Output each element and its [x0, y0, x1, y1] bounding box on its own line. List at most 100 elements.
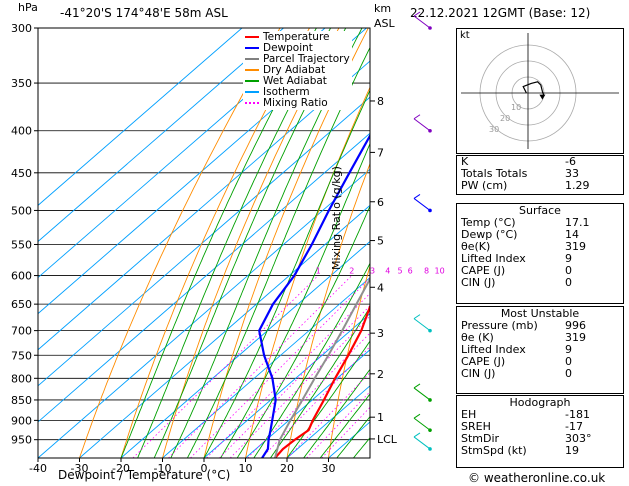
row-label: StmSpd (kt)	[461, 444, 527, 457]
hodograph-panel: kt 10 20 30	[456, 28, 624, 154]
wind-profile	[413, 11, 432, 451]
mixing-ratio-line	[287, 372, 370, 458]
legend-swatch	[245, 91, 259, 93]
pressure-tick-label: 300	[11, 22, 32, 35]
wind-barb	[413, 118, 431, 132]
row-value: -17	[565, 420, 583, 433]
row-value: 996	[565, 319, 586, 332]
legend-label: Dry Adiabat	[263, 64, 326, 76]
wind-barb-base	[428, 26, 432, 30]
wet-adiabat-line	[153, 28, 347, 458]
table-row: Temp (°C) 17.1	[457, 217, 623, 229]
row-label: Temp (°C)	[461, 216, 516, 229]
row-label: Lifted Index	[461, 343, 526, 356]
hpa-axis-unit: hPa	[18, 1, 38, 14]
isotherm-line	[38, 28, 326, 279]
wet-adiabat-line	[220, 142, 370, 458]
most-unstable-table: Pressure (mb) 996 θe (K) 319 Lifted Index 9 CA…	[457, 320, 623, 380]
row-label: SREH	[461, 420, 491, 433]
row-label: Dewp (°C)	[461, 228, 518, 241]
profile-lines	[258, 133, 370, 458]
storm-motion-marker	[539, 94, 546, 100]
table-row: θe(K) 319	[457, 241, 623, 253]
mixing-ratio-label: 2	[349, 267, 354, 276]
dry-adiabat-line	[162, 28, 340, 458]
height-tick-label: 3	[377, 327, 384, 340]
surface-title: Surface	[519, 204, 561, 217]
height-tick-label: 7	[377, 146, 384, 159]
wet-adiabat-line	[236, 204, 370, 458]
temperature-tick-label: 30	[322, 462, 336, 475]
pressure-tick-label: 800	[11, 372, 32, 385]
pressure-tick-label: 750	[11, 349, 32, 362]
height-tick-label: 5	[377, 235, 384, 248]
dry-adiabat-line	[203, 28, 369, 458]
isotherm-line	[38, 28, 243, 206]
legend-label: Isotherm	[263, 86, 310, 98]
pressure-tick-label: 900	[11, 414, 32, 427]
legend-label: Mixing Ratio	[263, 97, 328, 109]
wind-barb-base	[428, 447, 432, 451]
indices-box: K -6 Totals Totals 33 PW (cm) 1.29	[456, 155, 624, 195]
height-tick-label: LCL	[377, 433, 398, 446]
table-row: CIN (J) 0	[457, 368, 623, 380]
row-value: -6	[565, 155, 576, 168]
wet-adiabat-line	[286, 340, 370, 458]
isotherm-line	[286, 385, 370, 458]
wet-adiabat-line	[203, 89, 370, 458]
legend-swatch	[245, 36, 259, 38]
mixing-ratio-axis-title: Mixing Ratio (g/kg)	[330, 166, 343, 270]
isotherm-line	[162, 276, 370, 458]
dry-adiabat-line	[79, 28, 281, 458]
mixing-ratio-line	[190, 277, 370, 458]
isotherm-line	[38, 28, 284, 243]
mixing-ratio-line	[206, 292, 370, 458]
legend-item: Temperature	[245, 32, 350, 43]
temperature-tick-label: 10	[239, 462, 253, 475]
km-axis-unit: km	[374, 2, 392, 15]
wet-adiabat-line	[170, 28, 363, 458]
dry-adiabat-line	[120, 28, 310, 458]
pressure-tick-label: 700	[11, 325, 32, 338]
mixing-ratio-line	[219, 305, 370, 458]
wet-adiabat-line	[270, 306, 370, 458]
wind-barb	[413, 318, 431, 332]
isotherm-line	[79, 204, 370, 458]
row-value: 33	[565, 167, 579, 180]
table-row: CIN (J) 0	[457, 277, 623, 289]
row-value: 303°	[565, 432, 592, 445]
row-label: PW (cm)	[461, 179, 508, 192]
pressure-tick-label: 450	[11, 167, 32, 180]
wind-barb-flag	[413, 314, 421, 320]
wind-barb	[413, 15, 431, 29]
row-label: CIN (J)	[461, 367, 496, 380]
temperature-tick-label: -40	[29, 462, 47, 475]
table-row: PW (cm) 1.29	[457, 180, 623, 192]
asl-label: ASL	[374, 17, 395, 30]
row-label: CAPE (J)	[461, 264, 506, 277]
legend-swatch	[245, 102, 259, 104]
mixing-ratio-label: 1	[316, 267, 321, 276]
pressure-tick-label: 500	[11, 204, 32, 217]
table-row: K -6	[457, 156, 623, 168]
series-temperature	[274, 303, 370, 458]
table-row: θe (K) 319	[457, 332, 623, 344]
hodograph-trace	[522, 81, 545, 97]
isotherm-line	[203, 313, 370, 458]
background-lines	[38, 28, 370, 458]
copyright: © weatheronline.co.uk	[468, 471, 606, 485]
table-row: CAPE (J) 0	[457, 265, 623, 277]
row-label: Totals Totals	[461, 167, 528, 180]
hodograph-ring-label: 30	[489, 125, 499, 134]
legend-item: Mixing Ratio	[245, 98, 350, 109]
row-label: StmDir	[461, 432, 500, 445]
mixing-ratio-label: 4	[385, 267, 390, 276]
legend-label: Wet Adiabat	[263, 75, 327, 87]
pressure-axis: 300 350 400 450 500 550 600 650 700 750 800 850 900 9…	[11, 22, 38, 447]
wet-adiabat-line	[120, 28, 317, 458]
legend-item: Wet Adiabat	[245, 76, 350, 87]
row-value: 319	[565, 331, 586, 344]
legend-label: Dewpoint	[263, 42, 313, 54]
